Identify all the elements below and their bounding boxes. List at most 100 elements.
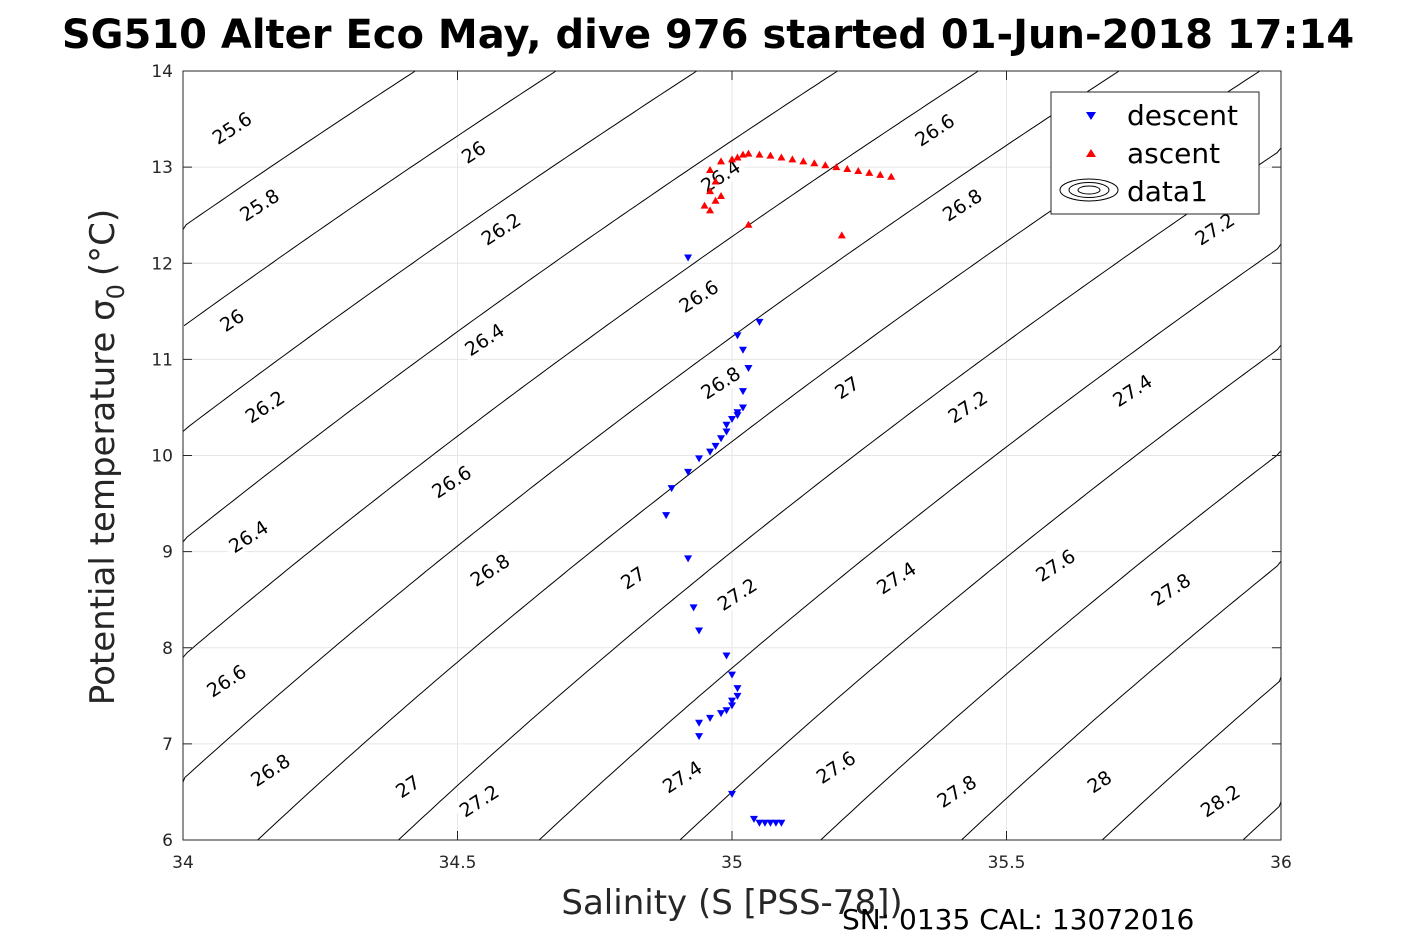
y-axis-label-unit: (°C) <box>83 209 123 276</box>
contour-label-bg <box>693 359 748 406</box>
y-tick-label: 11 <box>151 350 173 370</box>
ascent-point <box>706 166 715 174</box>
descent-point <box>755 318 764 326</box>
legend-box <box>1050 91 1260 215</box>
descent-point <box>706 714 715 722</box>
descent-point <box>695 627 704 635</box>
contour-line <box>398 147 1282 841</box>
descent-point <box>755 819 764 827</box>
descent-point <box>717 710 726 718</box>
contour-line <box>182 70 838 543</box>
x-tick-label: 34 <box>172 853 194 873</box>
descent-point <box>760 819 769 827</box>
descent-point <box>717 435 726 443</box>
ascent-point <box>738 150 747 158</box>
descent-point <box>738 404 747 412</box>
ascent-point <box>711 196 720 204</box>
descent-point <box>728 415 736 423</box>
ascent-point <box>832 163 841 171</box>
ascent-point <box>733 153 742 161</box>
contour-label-bg <box>709 571 764 617</box>
contour-label-bg <box>929 768 984 814</box>
descent-point <box>695 455 704 463</box>
ascent-point <box>717 191 726 199</box>
ascent-point <box>706 206 715 214</box>
contour-label-bg <box>451 777 506 824</box>
descent-point <box>711 442 720 450</box>
ascent-point <box>711 177 720 185</box>
x-tick-label: 34.5 <box>439 853 477 873</box>
descent-point <box>738 388 747 396</box>
contour-label-bg <box>655 753 710 800</box>
y-tick-label: 14 <box>151 62 173 82</box>
ascent-point <box>837 231 846 239</box>
ascent-point <box>744 149 753 157</box>
y-tick-label: 10 <box>151 447 173 467</box>
y-tick-label: 6 <box>162 831 173 851</box>
contour-line <box>820 450 1282 841</box>
ascent-point <box>810 159 819 167</box>
descent-point <box>722 421 731 429</box>
x-tick-label: 35 <box>721 853 743 873</box>
descent-point <box>733 332 742 340</box>
contour-line <box>182 70 416 230</box>
density-contours <box>182 70 1282 841</box>
ascent-point <box>755 150 764 158</box>
contour-label-bg <box>389 769 426 804</box>
contour-label-bg <box>455 135 492 169</box>
ascent-point <box>887 172 896 180</box>
y-tick-label: 8 <box>162 639 173 659</box>
contour-label-bg <box>237 383 292 430</box>
ascent-point <box>854 166 863 174</box>
y-tick-label: 13 <box>151 158 173 178</box>
contour-line <box>182 70 979 658</box>
contour-label-bg <box>614 560 651 595</box>
contour-line <box>183 70 557 327</box>
descent-point <box>706 448 715 456</box>
descent-point <box>684 468 693 476</box>
descent-point <box>749 815 758 823</box>
y-axis-label-subscript: 0 <box>102 284 130 299</box>
ascent-point <box>843 165 852 173</box>
contour-label-bg <box>424 458 479 505</box>
descent-point <box>728 790 736 798</box>
legend-ascent-label: ascent <box>1127 137 1220 170</box>
legend[interactable]: descent ascent data1 <box>1050 91 1260 215</box>
descent-point <box>728 702 736 710</box>
contour-label-bg <box>199 657 254 704</box>
x-axis-label: Salinity (S [PSS-78]) <box>561 883 902 923</box>
descent-point <box>766 819 775 827</box>
contour-line <box>1101 676 1282 841</box>
contour-line <box>961 560 1282 841</box>
ascent-point <box>717 157 726 165</box>
ascent-point <box>865 168 874 176</box>
contour-label-bg <box>808 744 863 790</box>
contour-line <box>1242 801 1282 841</box>
descent-point <box>728 697 736 705</box>
contour-label-bg <box>869 554 924 601</box>
descent-point <box>733 692 742 700</box>
descent-point <box>733 412 742 420</box>
contour-label-bg <box>935 181 990 228</box>
legend-data1-label: data1 <box>1127 175 1208 208</box>
serial-calibration-note: SN: 0135 CAL: 13072016 <box>842 903 1194 936</box>
legend-descent-label: descent <box>1127 99 1238 132</box>
data-points <box>662 149 896 827</box>
descent-point <box>684 555 693 563</box>
descent-point <box>722 707 731 715</box>
y-tick-label: 12 <box>151 254 173 274</box>
y-tick-label: 9 <box>162 543 173 563</box>
legend-ascent-marker <box>1086 149 1096 157</box>
descent-point <box>667 485 676 493</box>
descent-point <box>744 365 753 373</box>
x-tick-label: 36 <box>1270 853 1292 873</box>
contour-label-bg <box>221 513 276 560</box>
ascent-point <box>788 155 797 163</box>
descent-point <box>684 254 693 262</box>
legend-contour-icon <box>1059 178 1119 202</box>
contour-label-bg <box>693 153 748 199</box>
contour-label-bg <box>1028 542 1083 589</box>
descent-point <box>777 819 786 827</box>
contour-label-bg <box>1193 777 1248 824</box>
